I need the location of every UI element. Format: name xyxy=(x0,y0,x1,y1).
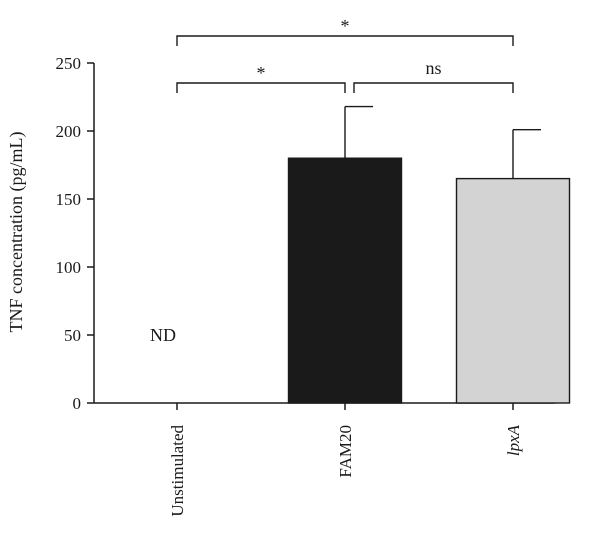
plot-area: 0 50 100 150 200 250 ND Unstimulated FAM20 lpxA * *… xyxy=(56,16,571,517)
bar-lpxa xyxy=(455,177,571,404)
x-tick-label: lpxA xyxy=(504,424,523,456)
y-tick-label: 200 xyxy=(56,122,82,141)
y-tick-label: 100 xyxy=(56,258,82,277)
x-tick-label: FAM20 xyxy=(336,425,355,478)
y-axis-label: TNF concentration (pg/mL) xyxy=(6,132,27,333)
significance-bracket xyxy=(353,82,514,93)
y-tick-label: 250 xyxy=(56,54,82,73)
significance-label: ns xyxy=(425,58,441,78)
y-tick-label: 50 xyxy=(64,326,81,345)
y-tick-label: 0 xyxy=(73,394,82,413)
significance-bracket xyxy=(176,35,514,46)
bar-fam20 xyxy=(287,157,403,404)
y-tick-label: 150 xyxy=(56,190,82,209)
x-tick-label: Unstimulated xyxy=(168,425,187,517)
significance-bracket xyxy=(176,82,346,93)
significance-label: * xyxy=(341,16,350,36)
value-label: ND xyxy=(150,325,176,345)
significance-label: * xyxy=(257,63,266,83)
